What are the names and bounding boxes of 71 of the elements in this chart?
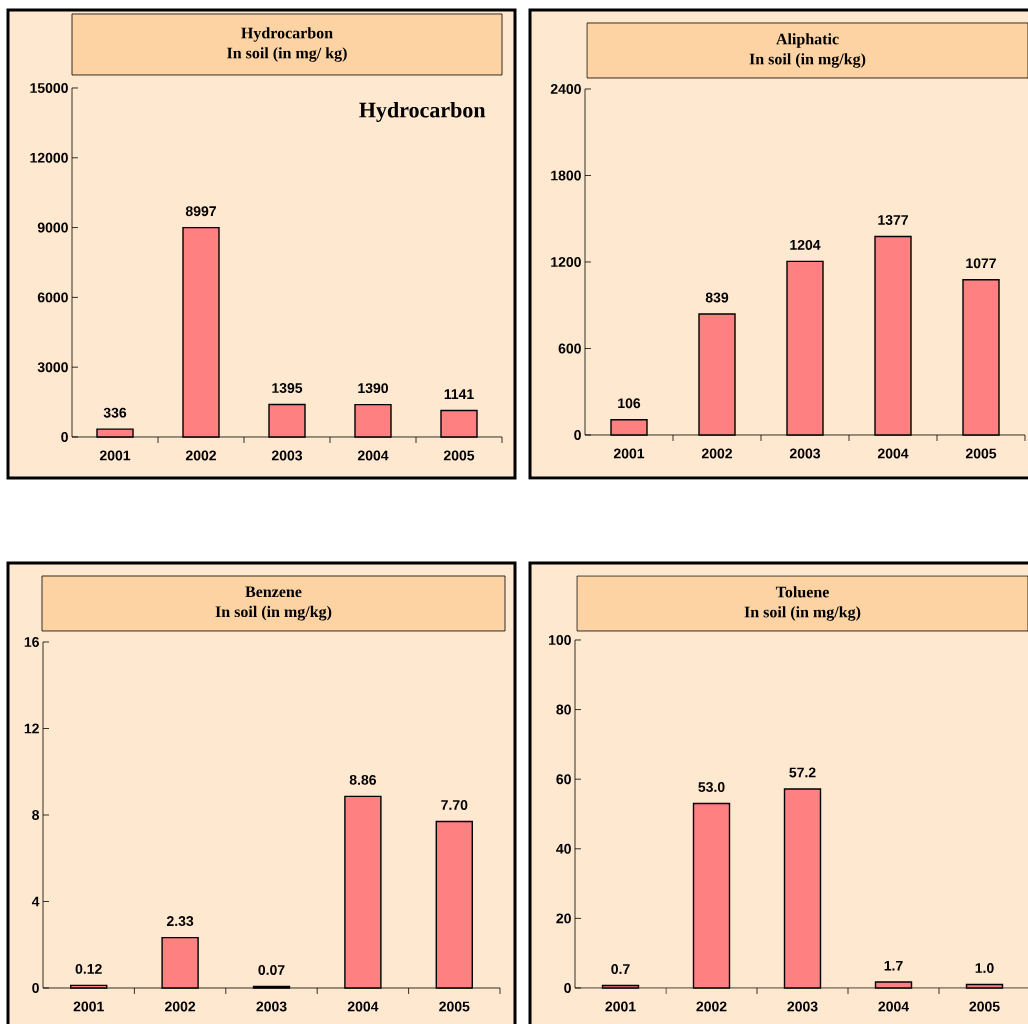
x-tick-label: 2001	[99, 450, 131, 461]
y-tick-label: 60	[556, 774, 571, 785]
y-tick-label: 15000	[30, 83, 68, 93]
chart-subtitle: In soil (in mg/kg)	[215, 605, 332, 621]
x-tick-label: 2001	[613, 448, 645, 459]
y-tick-label: 100	[548, 635, 571, 645]
x-tick-label: 2005	[443, 450, 475, 461]
x-tick-label: 2004	[878, 1001, 909, 1012]
y-tick-label: 2400	[550, 84, 581, 94]
y-tick-label: 1200	[551, 257, 581, 267]
data-label: 1077	[966, 258, 996, 269]
y-tick-label: 3000	[37, 362, 68, 373]
y-tick-label: 16	[24, 637, 39, 647]
data-label: 7.70	[441, 800, 468, 810]
y-tick-label: 1800	[551, 170, 581, 181]
data-label: 0.07	[258, 965, 285, 975]
x-tick-label: 2002	[185, 450, 217, 461]
y-tick-label: 80	[556, 704, 571, 715]
chart-subtitle: In soil (in mg/kg)	[749, 53, 866, 68]
y-tick-label: 0	[61, 432, 68, 442]
y-tick-label: 8	[32, 810, 40, 820]
x-tick-label: 2002	[701, 448, 733, 459]
data-label: 8997	[185, 206, 216, 217]
x-tick-label: 2003	[256, 1001, 287, 1012]
data-label: 8.86	[349, 774, 377, 785]
data-label: 106	[618, 398, 641, 409]
y-tick-label: 0	[32, 983, 39, 993]
x-tick-label: 2005	[439, 1001, 470, 1012]
y-tick-label: 600	[558, 343, 581, 354]
x-tick-label: 2001	[605, 1001, 636, 1012]
data-label: 1204	[790, 239, 821, 250]
data-label: 1.7	[884, 960, 903, 971]
data-label: 336	[103, 407, 127, 418]
chart-title: Aliphatic	[776, 33, 839, 48]
x-tick-label: 2002	[696, 1001, 727, 1012]
data-label: 839	[705, 292, 729, 303]
data-label: 1395	[272, 383, 303, 393]
data-label: 1.0	[975, 963, 994, 973]
x-tick-label: 2005	[969, 1001, 1000, 1012]
data-label: 2.33	[166, 916, 194, 927]
chart-title: Toluene	[775, 586, 829, 598]
y-tick-label: 12	[24, 723, 39, 734]
x-tick-label: 2004	[347, 1001, 379, 1012]
x-tick-label: 2004	[877, 448, 909, 459]
y-tick-label: 12000	[30, 152, 68, 163]
x-tick-label: 2001	[73, 1001, 104, 1012]
y-tick-label: 20	[556, 913, 571, 924]
x-tick-label: 2005	[965, 448, 997, 459]
data-label: 1141	[444, 389, 474, 399]
y-tick-label: 0	[564, 983, 571, 993]
x-tick-label: 2003	[271, 450, 303, 461]
data-label: 0.12	[75, 963, 102, 974]
chart-subtitle: In soil (in mg/ kg)	[227, 47, 347, 62]
y-tick-label: 0	[574, 430, 581, 440]
x-tick-label: 2003	[789, 448, 821, 459]
x-tick-label: 2004	[357, 450, 389, 461]
chart-title: Hydrocarbon	[241, 27, 333, 42]
y-tick-label: 6000	[37, 292, 68, 303]
data-label: 57.2	[789, 767, 816, 778]
x-tick-label: 2003	[787, 1001, 818, 1012]
data-label: 1390	[358, 383, 388, 394]
data-label: 0.7	[611, 964, 630, 975]
x-tick-label: 2002	[165, 1001, 196, 1012]
chart-subtitle: In soil (in mg/kg)	[744, 606, 861, 621]
annotation: Hydrocarbon	[359, 101, 486, 122]
data-label: 1377	[878, 214, 908, 225]
y-tick-label: 4	[31, 896, 40, 907]
chart-title: Benzene	[245, 586, 302, 598]
y-tick-label: 9000	[37, 222, 68, 233]
data-label: 53.0	[698, 782, 725, 793]
y-tick-label: 40	[556, 843, 571, 854]
